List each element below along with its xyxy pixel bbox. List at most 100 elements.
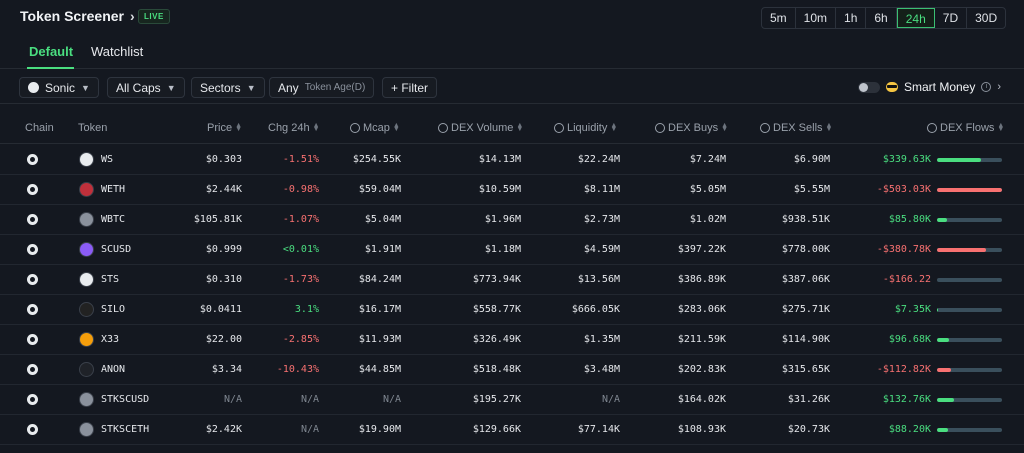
sonic-chain-icon xyxy=(27,394,38,405)
sort-icon: ▲ ▼ xyxy=(721,122,729,133)
sonic-chain-icon xyxy=(27,424,38,435)
x33-token-icon xyxy=(79,332,94,347)
flow-cell: -$112.82K xyxy=(876,364,931,375)
token-name[interactable]: WS xyxy=(101,154,114,165)
token-name[interactable]: STS xyxy=(101,274,120,285)
clock-icon xyxy=(350,123,360,133)
info-icon[interactable]: i xyxy=(981,82,992,92)
smart-money-control: Smart Money i › xyxy=(858,80,1001,94)
change-cell: -1.73% xyxy=(282,274,319,285)
liquidity-cell: $4.59M xyxy=(583,244,620,255)
col-dex-volume[interactable]: DEX Volume ▲ ▼ xyxy=(438,122,523,134)
buys-cell: $5.05M xyxy=(689,184,726,195)
token-name[interactable]: WBTC xyxy=(101,214,126,225)
flow-bar-fill xyxy=(937,338,950,342)
mcap-cell: $11.93M xyxy=(358,334,401,345)
flow-bar xyxy=(937,368,1002,372)
timeframe-5m[interactable]: 5m xyxy=(762,8,796,28)
caps-filter-button[interactable]: All Caps ▼ xyxy=(107,77,185,98)
table-row[interactable]: ANON $3.34 -10.43% $44.85M $518.48K $3.48M $20… xyxy=(0,355,1024,385)
sectors-filter-button[interactable]: Sectors ▼ xyxy=(191,77,265,98)
price-cell: $0.0411 xyxy=(199,304,242,315)
col-sells-label: DEX Sells xyxy=(773,122,823,134)
caps-filter-label: All Caps xyxy=(116,80,161,95)
table-row[interactable]: STS $0.310 -1.73% $84.24M $773.94K $13.56M $38… xyxy=(0,265,1024,295)
timeframe-24h[interactable]: 24h xyxy=(896,8,935,28)
col-mcap-label: Mcap xyxy=(363,122,390,134)
flow-bar xyxy=(937,248,1002,252)
col-price[interactable]: Price ▲ ▼ xyxy=(207,122,242,134)
table-row[interactable]: SCUSD $0.999 <0.01% $1.91M $1.18M $4.59M $397.… xyxy=(0,235,1024,265)
smart-money-label: Smart Money xyxy=(904,80,976,94)
token-name[interactable]: ANON xyxy=(101,364,126,375)
price-cell: $22.00 xyxy=(205,334,242,345)
buys-cell: $283.06K xyxy=(677,304,726,315)
col-dex-sells[interactable]: DEX Sells ▲ ▼ xyxy=(760,122,832,134)
token-name[interactable]: STKSCUSD xyxy=(101,394,150,405)
token-name[interactable]: SCUSD xyxy=(101,244,132,255)
col-chg24h[interactable]: Chg 24h ▲ ▼ xyxy=(268,122,320,134)
table-row[interactable]: STKSCETH $2.42K N/A $19.90M $129.66K $77.14K $… xyxy=(0,415,1024,445)
token-age-label: Token Age(D) xyxy=(304,82,366,93)
chain-filter-button[interactable]: Sonic ▼ xyxy=(19,77,99,98)
buys-cell: $386.89K xyxy=(677,274,726,285)
change-cell: -2.85% xyxy=(282,334,319,345)
page-title[interactable]: Token Screener › xyxy=(20,8,135,24)
col-dex-buys[interactable]: DEX Buys ▲ ▼ xyxy=(655,122,728,134)
flow-bar xyxy=(937,158,1002,162)
liquidity-cell: $8.11M xyxy=(583,184,620,195)
sells-cell: $5.55M xyxy=(793,184,830,195)
sort-icon: ▲ ▼ xyxy=(312,122,320,133)
mcap-cell: $16.17M xyxy=(358,304,401,315)
smart-money-toggle[interactable] xyxy=(858,81,880,93)
token-name[interactable]: STKSCETH xyxy=(101,424,150,435)
col-token-label: Token xyxy=(78,122,108,134)
table-row[interactable]: STKSCUSD N/A N/A N/A $195.27K N/A $164.02K $31.… xyxy=(0,385,1024,415)
timeframe-1h[interactable]: 1h xyxy=(836,8,867,28)
filter-bar: Sonic ▼ All Caps ▼ Sectors ▼ Any Token A… xyxy=(0,70,1024,104)
timeframe-7d[interactable]: 7D xyxy=(935,8,968,28)
sells-cell: $315.65K xyxy=(781,364,830,375)
sells-cell: $6.90M xyxy=(793,154,830,165)
col-mcap[interactable]: Mcap ▲ ▼ xyxy=(350,122,400,134)
token-name[interactable]: SILO xyxy=(101,304,126,315)
table-row[interactable]: WS $0.303 -1.51% $254.55K $14.13M $22.24M $7.2… xyxy=(0,145,1024,175)
timeframe-10m[interactable]: 10m xyxy=(796,8,837,28)
table-row[interactable]: X33 $22.00 -2.85% $11.93M $326.49K $1.35M $211… xyxy=(0,325,1024,355)
add-filter-button[interactable]: + Filter xyxy=(382,77,438,98)
timeframe-30d[interactable]: 30D xyxy=(975,11,998,25)
sonic-chain-icon xyxy=(28,82,39,93)
token-name[interactable]: WETH xyxy=(101,184,126,195)
token-name[interactable]: X33 xyxy=(101,334,120,345)
table-row[interactable]: WBTC $105.81K -1.07% $5.04M $1.96M $2.73M $1.0… xyxy=(0,205,1024,235)
buys-cell: $108.93K xyxy=(677,424,726,435)
silo-token-icon xyxy=(79,302,94,317)
volume-cell: $558.77K xyxy=(472,304,521,315)
col-chg-label: Chg 24h xyxy=(268,122,310,134)
col-dex-flows[interactable]: DEX Flows ▲ ▼ xyxy=(927,122,1004,134)
view-tabs: Default Watchlist xyxy=(0,36,1024,69)
tab-default[interactable]: Default xyxy=(29,44,74,59)
sonic-chain-icon xyxy=(27,364,38,375)
table-row[interactable]: SILO $0.0411 3.1% $16.17M $558.77K $666.05K $2… xyxy=(0,295,1024,325)
buys-cell: $164.02K xyxy=(677,394,726,405)
sort-icon: ▲ ▼ xyxy=(516,122,524,133)
price-cell: N/A xyxy=(223,394,242,405)
flow-bar-fill xyxy=(937,308,938,312)
timeframe-6h[interactable]: 6h xyxy=(866,8,897,28)
buys-cell: $202.83K xyxy=(677,364,726,375)
flow-cell: $96.68K xyxy=(888,334,931,345)
token-age-filter[interactable]: Any Token Age(D) xyxy=(269,77,375,98)
active-tab-indicator xyxy=(27,67,74,69)
col-liquidity[interactable]: Liquidity ▲ ▼ xyxy=(554,122,617,134)
liquidity-cell: N/A xyxy=(601,394,620,405)
stkscusd-token-icon xyxy=(79,392,94,407)
ws-token-icon xyxy=(79,152,94,167)
flow-cell: $132.76K xyxy=(882,394,931,405)
table-header: Chain Token Price ▲ ▼ Chg 24h ▲ ▼ Mcap ▲ ▼ DEX… xyxy=(0,114,1024,144)
volume-cell: $195.27K xyxy=(472,394,521,405)
tab-watchlist[interactable]: Watchlist xyxy=(91,44,144,59)
chevron-right-icon[interactable]: › xyxy=(997,81,1002,93)
clock-icon xyxy=(760,123,770,133)
table-row[interactable]: WETH $2.44K -0.98% $59.04M $10.59M $8.11M $5.0… xyxy=(0,175,1024,205)
